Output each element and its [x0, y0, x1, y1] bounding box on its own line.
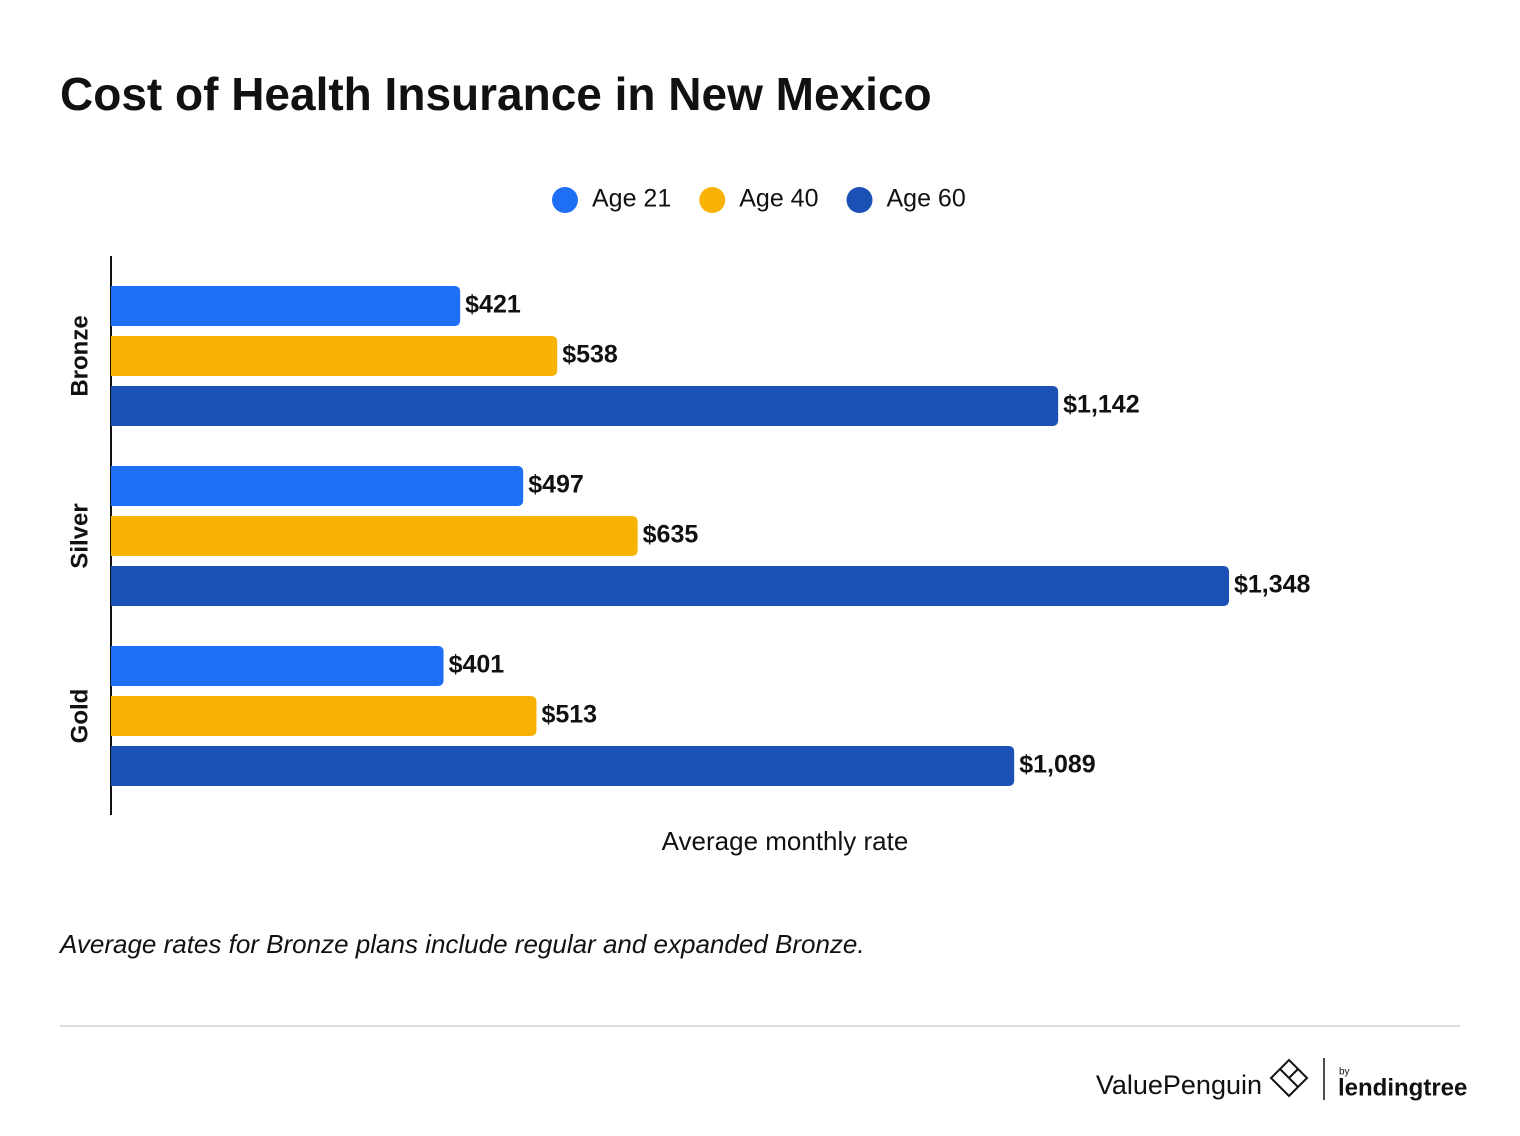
data-label: $635: [643, 521, 699, 549]
y-tick-label: Silver: [66, 503, 93, 568]
legend-label: Age 21: [592, 185, 671, 213]
legend-marker: [552, 187, 578, 213]
legend-label: Age 60: [887, 185, 966, 213]
brand-name: ValuePenguin: [1096, 1070, 1262, 1100]
bar: [111, 386, 1059, 426]
data-label: $1,089: [1019, 751, 1095, 779]
brand-logo: [1269, 1058, 1309, 1098]
data-label: $497: [528, 471, 584, 499]
bar: [111, 286, 461, 326]
partner-name: lendingtree: [1338, 1074, 1467, 1101]
data-label: $513: [541, 701, 597, 729]
data-label: $421: [465, 291, 521, 319]
legend-marker: [846, 187, 873, 213]
data-label: $1,348: [1234, 571, 1311, 599]
partner-by: by: [1339, 1067, 1350, 1078]
legend-marker: [699, 187, 726, 213]
y-tick-label: Bronze: [66, 315, 93, 396]
bar: [111, 516, 638, 556]
bar: [111, 746, 1015, 786]
legend-label: Age 40: [739, 185, 818, 213]
bar: [111, 336, 558, 376]
chart-title: Cost of Health Insurance in New Mexico: [60, 68, 932, 120]
y-tick-label: Gold: [66, 689, 93, 744]
x-axis-label: Average monthly rate: [662, 826, 909, 856]
bar: [111, 566, 1229, 606]
bar: [111, 646, 444, 686]
data-label: $401: [449, 651, 505, 679]
footnote: Average rates for Bronze plans include r…: [58, 929, 865, 959]
bar: [111, 466, 524, 506]
data-label: $1,142: [1063, 391, 1139, 419]
bar: [111, 696, 537, 736]
data-label: $538: [562, 341, 618, 369]
